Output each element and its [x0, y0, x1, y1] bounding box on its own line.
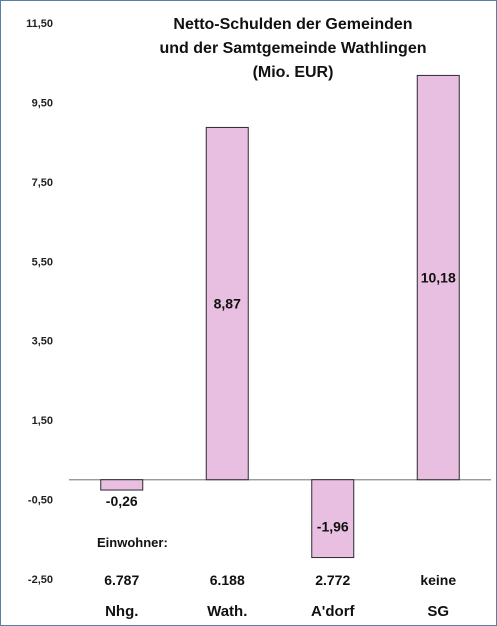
- population-label: 6.787: [104, 572, 139, 588]
- population-caption: Einwohner:: [97, 535, 168, 550]
- population-label: 6.188: [210, 572, 245, 588]
- y-tick-label: 3,50: [32, 336, 53, 348]
- bar: [205, 126, 249, 481]
- y-tick-label: 1,50: [32, 415, 53, 427]
- bar-value-label: -1,96: [317, 518, 349, 534]
- chart-title-line-1: Netto-Schulden der Gemeinden: [173, 16, 412, 33]
- y-tick-label: 7,50: [32, 177, 53, 189]
- y-tick-label: -2,50: [28, 574, 53, 586]
- bar-value-label: 8,87: [214, 296, 241, 312]
- population-label: 2.772: [315, 572, 350, 588]
- category-label: SG: [427, 603, 449, 620]
- category-label: A'dorf: [311, 603, 356, 620]
- category-label: Nhg.: [105, 603, 138, 620]
- bar: [416, 74, 460, 481]
- y-tick-label: 11,50: [26, 18, 53, 30]
- chart-title-line-2: und der Samtgemeinde Wathlingen: [160, 40, 427, 57]
- y-tick-label: 5,50: [32, 256, 53, 268]
- chart-marks: 11,50 9,50 7,50 5,50 3,50 1,50 -0,50 -2,50 -0,26…: [26, 18, 491, 620]
- y-tick-label: 9,50: [32, 97, 53, 109]
- bar-value-label: 10,18: [421, 270, 456, 286]
- y-tick-label: -0,50: [28, 495, 53, 507]
- category-label: Wath.: [207, 603, 247, 620]
- bar-value-label: -0,26: [106, 493, 138, 509]
- bar: [100, 479, 144, 491]
- population-label: keine: [420, 572, 456, 588]
- bar: [311, 479, 355, 559]
- chart-title-line-3: (Mio. EUR): [253, 64, 334, 81]
